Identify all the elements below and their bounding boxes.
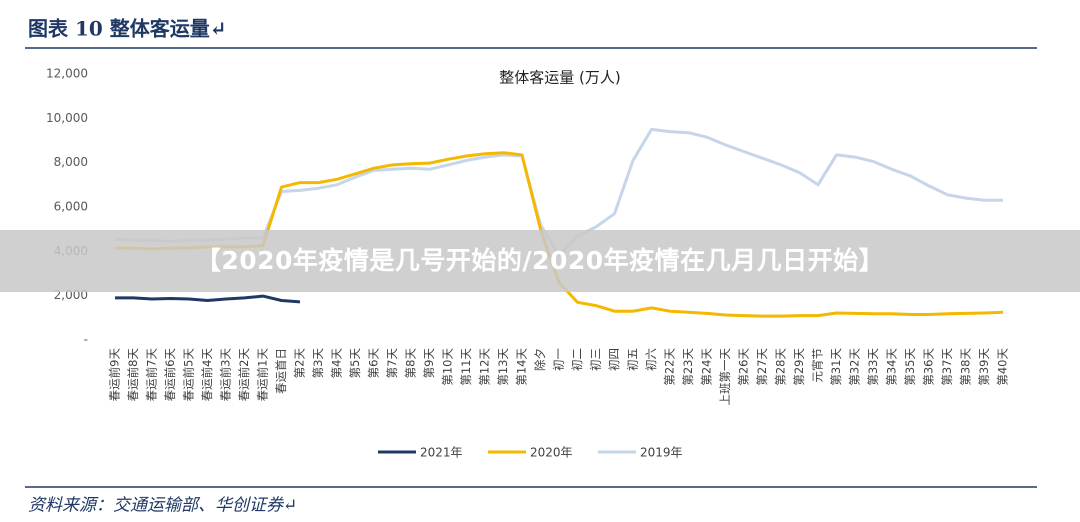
x-tick-label: 第5天 [348,348,362,379]
x-tick-label: 第14天 [515,348,529,386]
x-tick-label: 春运前1天 [256,348,270,402]
x-tick-label: 春运前4天 [200,348,214,402]
x-tick-label: 初六 [644,348,658,371]
figure-title: 图表 10 整体客运量↵ [28,17,227,41]
x-tick-label: 第4天 [330,348,344,379]
x-tick-label: 第2天 [293,348,307,379]
x-tick-label: 第32天 [848,348,862,386]
x-tick-label: 初四 [607,348,621,371]
x-tick-label: 春运前9天 [108,348,122,402]
x-tick-label: 第8天 [404,348,418,379]
x-tick-label: 第37天 [940,348,954,386]
x-tick-label: 第35天 [903,348,917,386]
x-tick-label: 春运前5天 [182,348,196,402]
x-tick-label: 第23天 [681,348,695,386]
x-tick-label: 除夕 [533,348,547,371]
series-line [115,294,301,304]
x-tick-label: 第36天 [922,348,936,386]
x-tick-label: 初一 [552,348,566,371]
y-tick-label: - [84,333,88,347]
x-tick-label: 第13天 [496,348,510,386]
x-tick-label: 初三 [589,348,603,371]
x-tick-label: 春运前3天 [219,348,233,402]
y-tick-label: 8,000 [54,155,88,169]
x-tick-label: 第9天 [422,348,436,379]
x-tick-label: 第24天 [700,348,714,386]
x-tick-label: 春运前7天 [145,348,159,402]
legend-label: 2021年 [420,446,463,460]
x-tick-label: 第27天 [755,348,769,386]
x-tick-label: 上班第一天 [718,348,732,406]
y-tick-label: 10,000 [46,111,88,125]
banner: 【2020年疫情是几号开始的/2020年疫情在几月几日开始】 [0,230,1080,292]
x-tick-label: 第22天 [663,348,677,386]
legend-label: 2020年 [530,446,573,460]
x-tick-label: 第12天 [478,348,492,386]
x-tick-label: 第6天 [367,348,381,379]
x-tick-label: 春运前2天 [237,348,251,402]
legend-label: 2019年 [640,446,683,460]
y-tick-label: 12,000 [46,67,88,81]
x-tick-label: 第39天 [977,348,991,386]
x-tick-label: 元宵节 [811,348,825,383]
x-tick-label: 第33天 [866,348,880,386]
y-tick-label: 6,000 [54,200,88,214]
x-tick-label: 第10天 [441,348,455,386]
x-tick-label: 第26天 [737,348,751,386]
chart-title: 整体客运量 (万人) [499,69,620,87]
x-tick-label: 第40天 [996,348,1010,386]
x-tick-label: 第3天 [311,348,325,379]
x-tick-label: 初五 [626,348,640,371]
x-tick-label: 第34天 [885,348,899,386]
x-tick-label: 第28天 [774,348,788,386]
x-tick-label: 第7天 [385,348,399,379]
x-tick-label: 第11天 [459,348,473,386]
x-tick-label: 春运前6天 [163,348,177,402]
x-tick-label: 春运前8天 [126,348,140,402]
x-tick-label: 初二 [570,348,584,371]
source: 资料来源：交通运输部、华创证券↵ [28,496,297,516]
x-tick-label: 春运首日 [274,348,288,394]
x-tick-label: 第31天 [829,348,843,386]
x-tick-label: 第29天 [792,348,806,386]
x-tick-label: 第38天 [959,348,973,386]
